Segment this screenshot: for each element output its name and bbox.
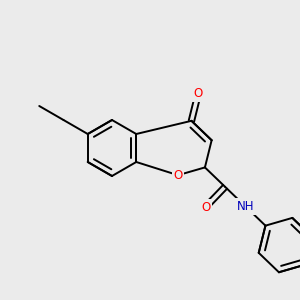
Text: NH: NH [236, 200, 254, 213]
Text: O: O [201, 200, 210, 214]
Text: O: O [194, 87, 203, 100]
Text: O: O [173, 169, 183, 182]
